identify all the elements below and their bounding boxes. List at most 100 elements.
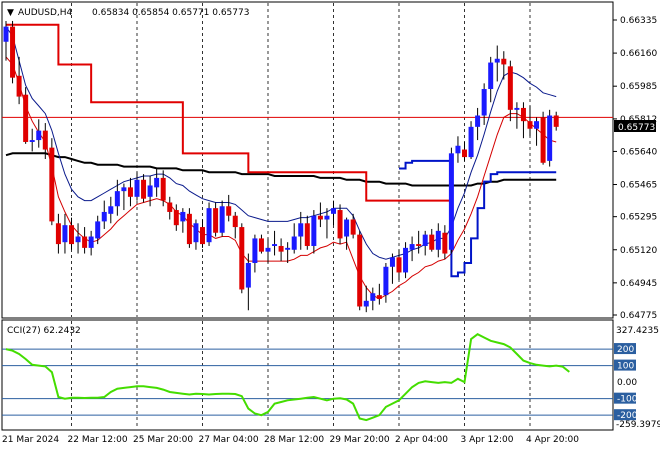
candle-bear <box>55 223 61 245</box>
candle-bear <box>226 206 232 216</box>
candle-bear <box>278 245 284 252</box>
candle-bear <box>127 187 133 197</box>
candle-bear <box>82 236 88 248</box>
candle-bull <box>108 206 114 214</box>
upper-band-line <box>5 26 557 260</box>
x-tick-label: 21 Mar 2024 <box>2 435 59 445</box>
candle-bear <box>442 232 448 254</box>
candle-bull <box>455 145 461 154</box>
x-tick-label: 25 Mar 20:00 <box>133 435 193 445</box>
candle-bull <box>514 107 520 110</box>
chart-ohlc: 0.65834 0.65854 0.65771 0.65773 <box>92 8 249 18</box>
candle-bull <box>494 58 500 63</box>
x-tick-label: 2 Apr 04:00 <box>395 435 448 445</box>
cci-tick-box <box>614 359 636 371</box>
candle-bear <box>304 223 310 246</box>
candle-bear <box>527 121 533 129</box>
cci-line <box>5 333 570 422</box>
cci-panel-frame <box>1 319 614 431</box>
candle-bull <box>121 187 127 192</box>
cci-y-tick-label: 100 <box>617 362 634 372</box>
cci-tick-box <box>614 409 636 421</box>
candle-bear <box>350 219 356 235</box>
candle-bull <box>252 238 258 263</box>
candle-bull <box>147 185 153 197</box>
chart-symbol: AUDUSD,H4 <box>18 8 73 18</box>
candle-bull <box>180 211 186 222</box>
cci-y-tick-label: -100 <box>617 395 638 405</box>
candle-bull <box>403 247 409 273</box>
x-tick-label: 22 Mar 12:00 <box>68 435 128 445</box>
candle-bull <box>75 236 81 243</box>
candle-bear <box>317 215 323 220</box>
candle-bear <box>501 58 507 65</box>
cci-y-tick-label: -200 <box>617 411 638 421</box>
candle-bull <box>488 62 494 90</box>
candle-bear <box>396 257 402 273</box>
candle-bull <box>383 266 389 296</box>
candle-bull <box>370 293 376 301</box>
price-y-tick-label: 0.66335 <box>620 16 657 26</box>
moving-average-line <box>5 152 557 187</box>
candle-bull <box>547 115 553 161</box>
candle-bear <box>520 107 526 122</box>
candle-bull <box>193 223 199 243</box>
candle-bull <box>285 247 291 250</box>
candle-bear <box>507 66 513 110</box>
candle-bull <box>324 215 330 220</box>
candle-bear <box>173 210 179 226</box>
candle-bull <box>409 244 415 250</box>
candle-bull <box>95 221 101 239</box>
candle-bull <box>29 140 35 142</box>
candle-bear <box>69 225 74 245</box>
candle-bear <box>416 244 422 246</box>
candle-bull <box>134 179 140 197</box>
cci-y-tick-label: 200 <box>617 345 634 355</box>
x-tick-label: 4 Apr 20:00 <box>526 435 579 445</box>
candle-bear <box>553 115 559 127</box>
candle-bull <box>62 225 68 243</box>
candle-bear <box>49 147 55 222</box>
candle-bear <box>462 149 467 158</box>
candle-bull <box>265 247 271 252</box>
candle-bear <box>213 208 219 233</box>
price-y-tick-label: 0.64945 <box>620 279 657 289</box>
candle-bull <box>475 115 481 127</box>
candle-bear <box>200 227 205 245</box>
candle-bull <box>481 89 487 116</box>
candle-bull <box>389 257 395 267</box>
price-y-tick-label: 0.65295 <box>620 213 657 223</box>
candle-bear <box>167 202 173 212</box>
stop-blue-line <box>399 159 557 278</box>
candle-bull <box>101 211 107 222</box>
candle-bear <box>42 130 48 150</box>
candle-bear <box>239 227 245 290</box>
candle-bear <box>160 177 166 201</box>
stop-red-line <box>6 23 452 202</box>
candle-bear <box>357 234 363 307</box>
x-tick-label: 3 Apr 12:00 <box>461 435 514 445</box>
cci-layer <box>2 333 613 422</box>
candle-bull <box>114 191 120 207</box>
current-price-label: 0.65773 <box>618 123 655 133</box>
price-panel-frame <box>1 1 614 319</box>
candle-bear <box>232 215 238 228</box>
candle-bull <box>311 215 317 246</box>
candle-bear <box>258 238 264 252</box>
chart-menu-icon[interactable]: ▼ <box>7 8 14 18</box>
axis-layer: 21 Mar 2024 22 Mar 12:00 25 Mar 20:00 27 Ma… <box>2 16 657 445</box>
lower-band-line <box>5 56 557 300</box>
candle-bull <box>298 223 304 237</box>
candle-bull <box>36 130 42 141</box>
x-tick-label: 29 Mar 20:00 <box>330 435 390 445</box>
cci-tick-box <box>614 392 636 404</box>
cci-label: CCI(27) 62.2432 <box>7 326 81 336</box>
candle-bull <box>468 126 474 158</box>
candle-bear <box>186 213 192 245</box>
cci-scale-min: -259.3979 <box>616 420 660 430</box>
cci-scale-max: 327.4235 <box>616 326 659 336</box>
cci-y-tick-label: 0.00 <box>617 378 637 388</box>
candle-bull <box>448 153 454 250</box>
current-price-box <box>614 120 656 132</box>
